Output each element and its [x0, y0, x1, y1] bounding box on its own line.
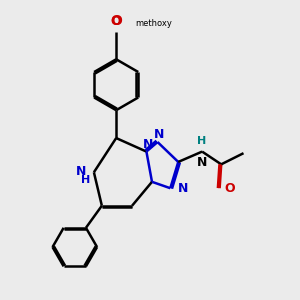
Text: methoxy: methoxy: [135, 19, 172, 28]
Text: N: N: [178, 182, 189, 195]
Text: N: N: [154, 128, 164, 141]
Text: H: H: [81, 175, 91, 185]
Text: N: N: [76, 165, 87, 178]
Text: H: H: [197, 136, 207, 146]
Text: N: N: [143, 138, 153, 151]
Text: O: O: [111, 15, 122, 28]
Text: O: O: [110, 14, 122, 28]
Text: N: N: [197, 156, 207, 170]
Text: O: O: [224, 182, 235, 195]
